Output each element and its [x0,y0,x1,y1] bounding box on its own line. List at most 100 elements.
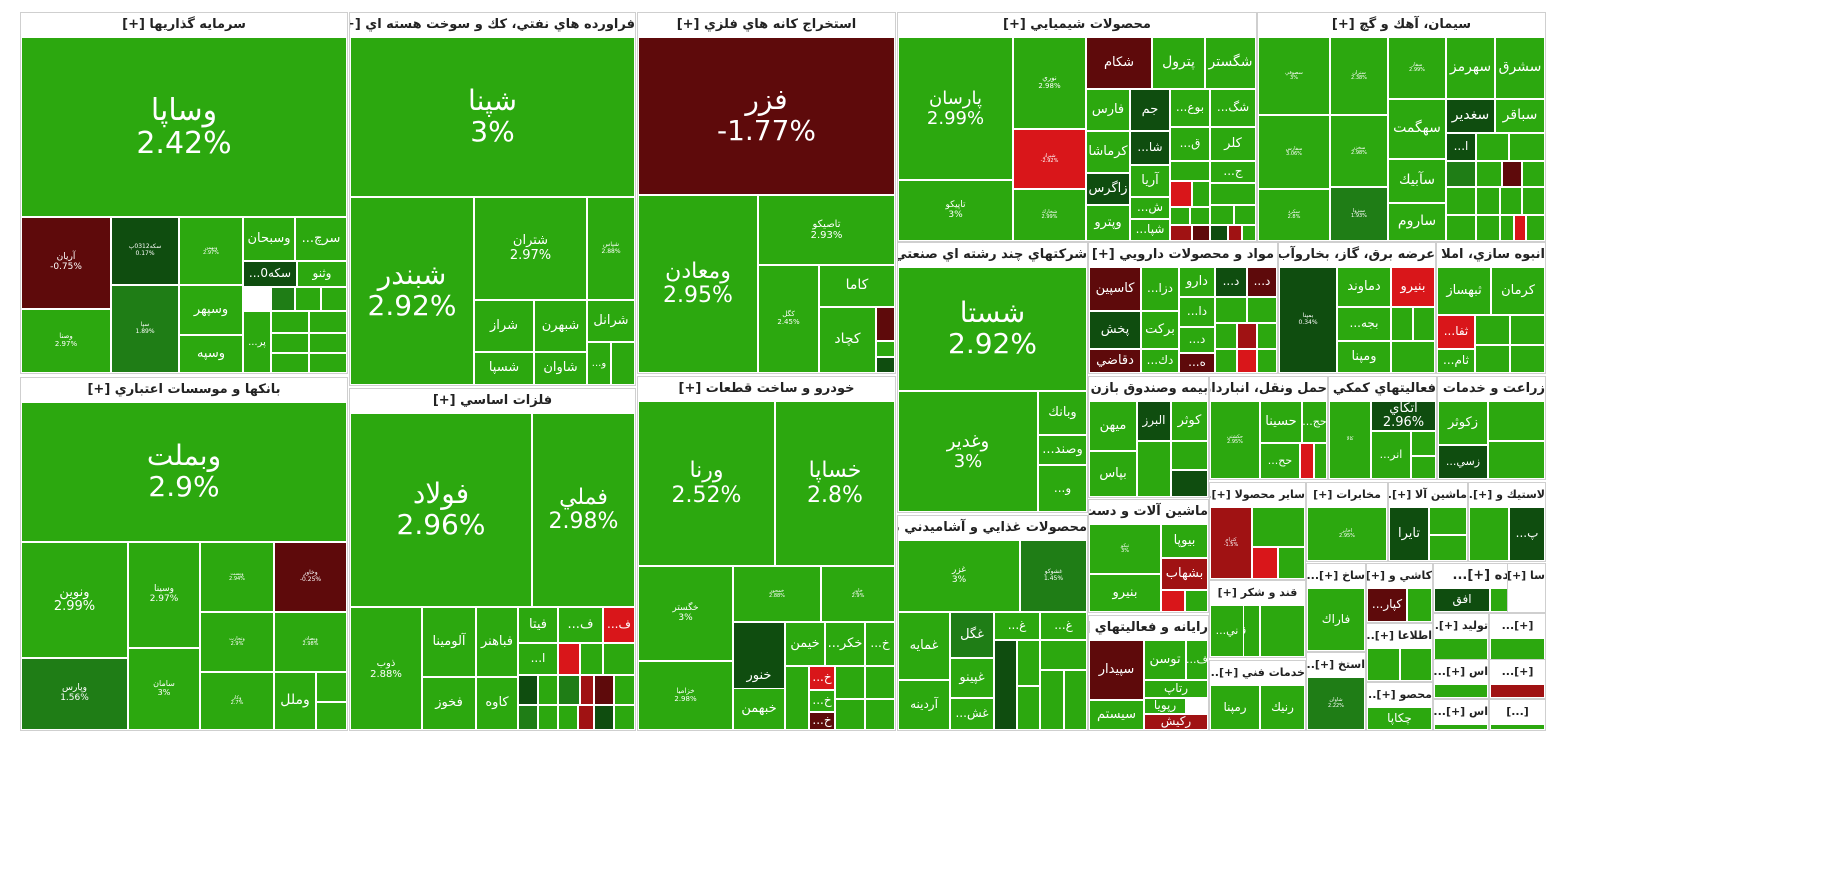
sector-title[interactable]: بانكها و موسسات اعتباري [+] [21,378,347,402]
ticker-tile[interactable] [558,705,578,730]
ticker-tile[interactable]: ...د [1179,327,1215,353]
ticker-tile[interactable]: رمپنا [1210,685,1260,730]
ticker-tile[interactable]: وتجارت 2.9% [200,612,274,672]
sector-title[interactable]: كاشي و [+]... [1367,564,1432,588]
ticker-tile[interactable]: ...ج [1210,161,1256,183]
ticker-tile[interactable] [1510,345,1545,373]
sector-title[interactable]: اس [+]... [1434,700,1488,724]
ticker-tile[interactable]: شبهرن [534,300,587,352]
ticker-tile[interactable] [1210,225,1228,241]
ticker-tile[interactable] [578,705,594,730]
ticker-tile[interactable]: بمپنا 0.34% [1279,267,1337,373]
ticker-tile[interactable]: دارو [1179,267,1215,297]
ticker-tile[interactable]: شپنا 3% [350,37,635,197]
ticker-tile[interactable]: ...پ [1509,507,1545,561]
ticker-tile[interactable]: ...د [1215,267,1247,297]
ticker-tile[interactable] [1040,670,1064,730]
ticker-tile[interactable]: ...و [587,342,611,385]
ticker-tile[interactable]: كچاد [819,307,876,373]
ticker-tile[interactable] [835,699,865,730]
ticker-tile[interactable]: بنيرو [1089,574,1161,612]
ticker-tile[interactable]: ...دك [1141,349,1179,373]
sector-title[interactable]: قند و شكر [+] [1210,581,1305,605]
ticker-tile[interactable] [538,675,558,705]
ticker-tile[interactable] [1500,215,1514,241]
ticker-tile[interactable] [316,702,347,730]
ticker-tile[interactable] [785,666,809,730]
ticker-tile[interactable]: سامان 3% [128,648,200,730]
ticker-tile[interactable] [1413,307,1435,341]
ticker-tile[interactable]: كاوه [476,677,518,730]
sector-title[interactable]: فعاليتهاي كمكي [+]... [1329,377,1436,401]
ticker-tile[interactable] [1242,225,1256,241]
ticker-tile[interactable] [1278,547,1305,579]
ticker-tile[interactable] [1300,443,1314,479]
ticker-tile[interactable]: ...ني [1210,605,1244,657]
ticker-tile[interactable] [1247,297,1277,323]
ticker-tile[interactable] [594,675,614,705]
ticker-tile[interactable]: اتكاي 2.96% [1371,401,1436,431]
ticker-tile[interactable] [316,672,347,702]
ticker-tile[interactable] [1411,431,1436,456]
ticker-tile[interactable] [1185,590,1208,612]
ticker-tile[interactable]: وپترو [1086,205,1130,241]
ticker-tile[interactable]: دقاضي [1089,349,1141,373]
ticker-tile[interactable]: رتاپ [1144,680,1208,698]
ticker-tile[interactable]: فيتا [518,607,558,643]
sector-title[interactable]: سرمايه گذاريها [+] [21,13,347,37]
ticker-tile[interactable] [1522,161,1545,187]
ticker-tile[interactable]: وثنو [297,261,347,287]
sector-title[interactable]: عرضه برق، گاز، بخاروآب گرم [+] [1279,243,1435,267]
sector-title[interactable]: [+]... [1490,614,1545,638]
ticker-tile[interactable]: شسپا [474,352,534,385]
sector-title[interactable]: سيمان، آهك و گچ [+] [1258,13,1545,37]
sector-title[interactable]: [...] [1490,700,1545,724]
ticker-tile[interactable]: ...ق [1170,127,1210,161]
sector-title[interactable]: محصو [+]... [1367,683,1432,707]
ticker-tile[interactable]: ...وصند [1038,435,1087,465]
ticker-tile[interactable]: ...غ [1040,612,1087,640]
ticker-tile[interactable]: ...كپار [1367,588,1407,622]
ticker-tile[interactable]: ...بوع [1170,89,1210,127]
ticker-tile[interactable] [1407,588,1432,622]
ticker-tile[interactable]: حسينا [1260,401,1302,443]
ticker-tile[interactable]: كرماشا [1086,131,1130,173]
ticker-tile[interactable]: وسبحان [243,217,295,261]
ticker-tile[interactable] [1137,441,1171,497]
ticker-tile[interactable] [614,675,635,705]
ticker-tile[interactable]: كاما [819,265,895,307]
ticker-tile[interactable]: ...ف [558,607,603,643]
ticker-tile[interactable]: وصنا 2.97% [21,309,111,373]
ticker-tile[interactable] [1210,183,1256,205]
ticker-tile[interactable]: سپيدار [1089,640,1144,700]
ticker-tile[interactable] [1170,207,1190,225]
ticker-tile[interactable] [1391,307,1413,341]
ticker-tile[interactable] [1411,456,1436,479]
ticker-tile[interactable] [1228,225,1242,241]
ticker-tile[interactable] [1490,684,1545,698]
ticker-tile[interactable]: سغدير [1446,99,1495,133]
ticker-tile[interactable]: غمايه [898,612,950,680]
ticker-tile[interactable] [1161,590,1185,612]
ticker-tile[interactable] [1434,724,1488,730]
ticker-tile[interactable]: شبندر 2.92% [350,197,474,385]
ticker-tile[interactable] [1190,207,1210,225]
ticker-tile[interactable] [271,287,295,311]
ticker-tile[interactable] [1170,181,1192,207]
ticker-tile[interactable]: شاوان [534,352,587,385]
ticker-tile[interactable]: سبزوا 1.93% [1330,187,1388,241]
ticker-tile[interactable]: غگل [950,612,994,658]
ticker-tile[interactable]: فباهنر [476,607,518,677]
ticker-tile[interactable]: خيمن [785,622,825,666]
ticker-tile[interactable]: ...ثفا [1437,315,1475,349]
ticker-tile[interactable]: كاسپين [1089,267,1141,311]
ticker-tile[interactable]: البرز [1137,401,1171,441]
ticker-tile[interactable] [1064,670,1087,730]
ticker-tile[interactable] [876,307,895,341]
ticker-tile[interactable] [1391,341,1435,373]
ticker-tile[interactable]: رپويا [1144,698,1186,714]
ticker-tile[interactable] [603,643,635,675]
ticker-tile[interactable]: سفار 2.99% [1388,37,1446,99]
ticker-tile[interactable]: ...ف [1186,640,1208,680]
ticker-tile[interactable]: سآبيك [1388,159,1446,203]
